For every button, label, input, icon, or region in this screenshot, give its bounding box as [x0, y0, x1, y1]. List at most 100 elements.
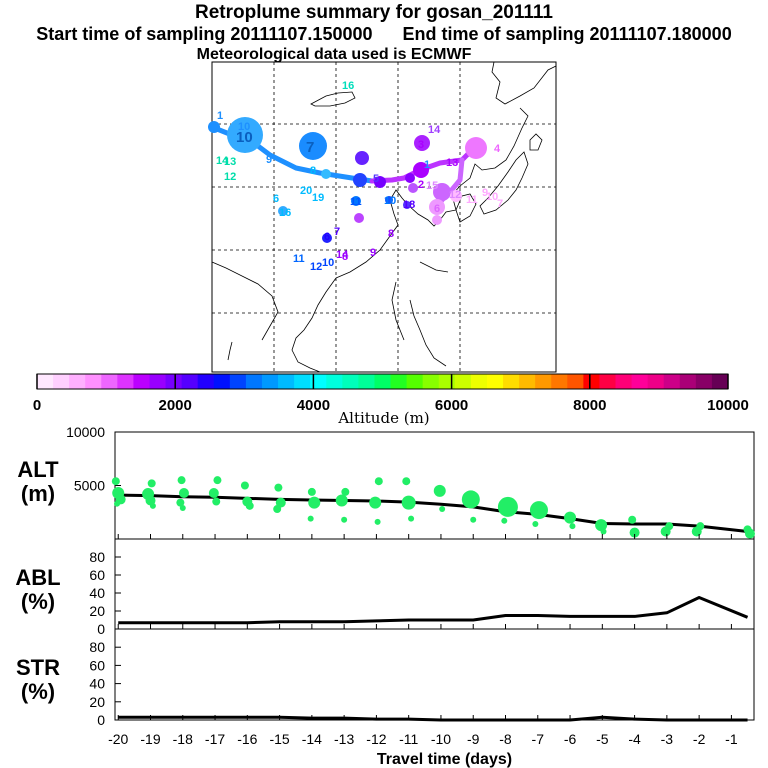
colorbar-segment	[101, 374, 118, 389]
map-label: 6	[324, 231, 330, 243]
map-label: 15	[426, 180, 438, 192]
alt-cluster-point	[149, 502, 156, 509]
alt-cluster-point	[408, 515, 415, 522]
alt-cluster-point	[600, 528, 607, 535]
alt-cluster-point	[629, 527, 640, 538]
alt-cluster-point	[660, 526, 671, 537]
alt-cluster-point	[176, 498, 185, 507]
colorbar-segment	[261, 374, 279, 389]
x-tick-label: -8	[499, 731, 512, 747]
x-tick-label: -20	[108, 731, 128, 747]
map-label: 13	[446, 157, 458, 169]
series-line-ABL	[118, 596, 749, 625]
x-tick-label: -7	[532, 731, 545, 747]
colorbar-segment	[583, 374, 600, 389]
x-tick-label: -3	[661, 731, 674, 747]
colorbar-tick-label: 6000	[435, 397, 468, 414]
cluster-marker	[351, 196, 361, 206]
map-label: 11	[293, 253, 305, 265]
colorbar-segment	[663, 374, 681, 389]
alt-cluster-point	[273, 505, 282, 514]
cluster-marker	[413, 162, 429, 178]
colorbar-segment	[535, 374, 552, 389]
colorbar-segment	[133, 374, 150, 389]
y-tick-label: 80	[89, 549, 105, 565]
x-tick-label: -16	[237, 731, 257, 747]
map-label: 9	[266, 154, 272, 166]
cluster-marker	[299, 132, 327, 160]
alt-cluster-point	[532, 521, 539, 528]
colorbar-segment	[679, 374, 697, 389]
alt-cluster-point	[369, 496, 382, 509]
map-label: 9	[482, 187, 488, 199]
map-frame	[211, 61, 557, 373]
colorbar-segment	[647, 374, 665, 389]
map-label: 11	[466, 194, 478, 206]
y-tick-label: 0	[97, 621, 105, 637]
alt-cluster-point	[240, 481, 249, 490]
y-tick-label: 80	[89, 639, 105, 655]
map-label: 1	[424, 159, 430, 171]
map-label: 6	[413, 166, 419, 178]
map-label: 6	[273, 193, 279, 205]
x-tick-label: -4	[628, 731, 641, 747]
y-tick-label: 0	[97, 712, 105, 728]
colorbar-tick-label: 4000	[297, 397, 330, 414]
panel-ylabel: (%)	[21, 679, 55, 704]
alt-cluster-point	[179, 504, 186, 511]
colorbar-segment	[37, 374, 54, 389]
map-trajectory-clusters	[208, 117, 487, 243]
alt-cluster-point	[401, 495, 416, 510]
x-tick-label: -18	[173, 731, 193, 747]
map-label: 12	[449, 189, 461, 201]
alt-cluster-point	[569, 523, 576, 530]
alt-cluster-point	[114, 500, 121, 507]
series-line-STR	[118, 715, 748, 722]
cluster-marker	[403, 201, 411, 209]
colorbar-segment	[695, 374, 713, 389]
alt-cluster-point	[374, 477, 383, 486]
y-tick-label: 40	[89, 676, 105, 692]
map-label: 16	[279, 207, 291, 219]
colorbar-segment	[245, 374, 263, 389]
cluster-marker	[414, 135, 430, 151]
colorbar-segment	[358, 374, 375, 389]
cluster-marker	[353, 173, 367, 187]
cluster-marker	[405, 173, 415, 183]
end-time-label: End time of sampling 20111107.180000	[402, 24, 732, 44]
map-label: 10	[384, 195, 396, 207]
map-label: 8	[310, 165, 316, 177]
y-tick-label: 5000	[74, 478, 105, 494]
panel-ylabel: ALT	[17, 457, 59, 482]
map-label: 8	[388, 228, 394, 240]
x-tick-label: -2	[693, 731, 706, 747]
cluster-marker	[322, 233, 332, 243]
colorbar-segment	[117, 374, 134, 389]
colorbar-segment	[551, 374, 568, 389]
coastlines	[211, 61, 557, 373]
x-tick-label: -17	[205, 731, 225, 747]
cluster-marker	[374, 176, 386, 188]
alt-cluster-point	[212, 497, 221, 506]
colorbar-segment	[519, 374, 536, 389]
cluster-marker	[429, 199, 445, 215]
y-tick-label: 60	[89, 657, 105, 673]
colorbar-segment	[503, 374, 520, 389]
alt-cluster-point	[208, 487, 219, 498]
map-label: 7	[497, 198, 503, 210]
y-tick-label: 10000	[66, 424, 105, 440]
alt-cluster-point	[374, 518, 381, 525]
alt-cluster-point	[744, 528, 755, 539]
cluster-marker	[354, 213, 364, 223]
colorbar-segment	[470, 374, 488, 389]
map-label: 19	[312, 192, 324, 204]
map-label: 16	[342, 80, 354, 92]
colorbar-segment	[213, 374, 231, 389]
alt-cluster-point	[564, 511, 577, 524]
panel-ylabel: (m)	[21, 481, 55, 506]
map-label: 12	[310, 261, 322, 273]
map-label: 9	[370, 247, 376, 259]
map-label: 13	[224, 156, 236, 168]
alt-cluster-point	[341, 487, 350, 496]
chart-title: Retroplume summary for gosan_201111	[195, 2, 553, 23]
